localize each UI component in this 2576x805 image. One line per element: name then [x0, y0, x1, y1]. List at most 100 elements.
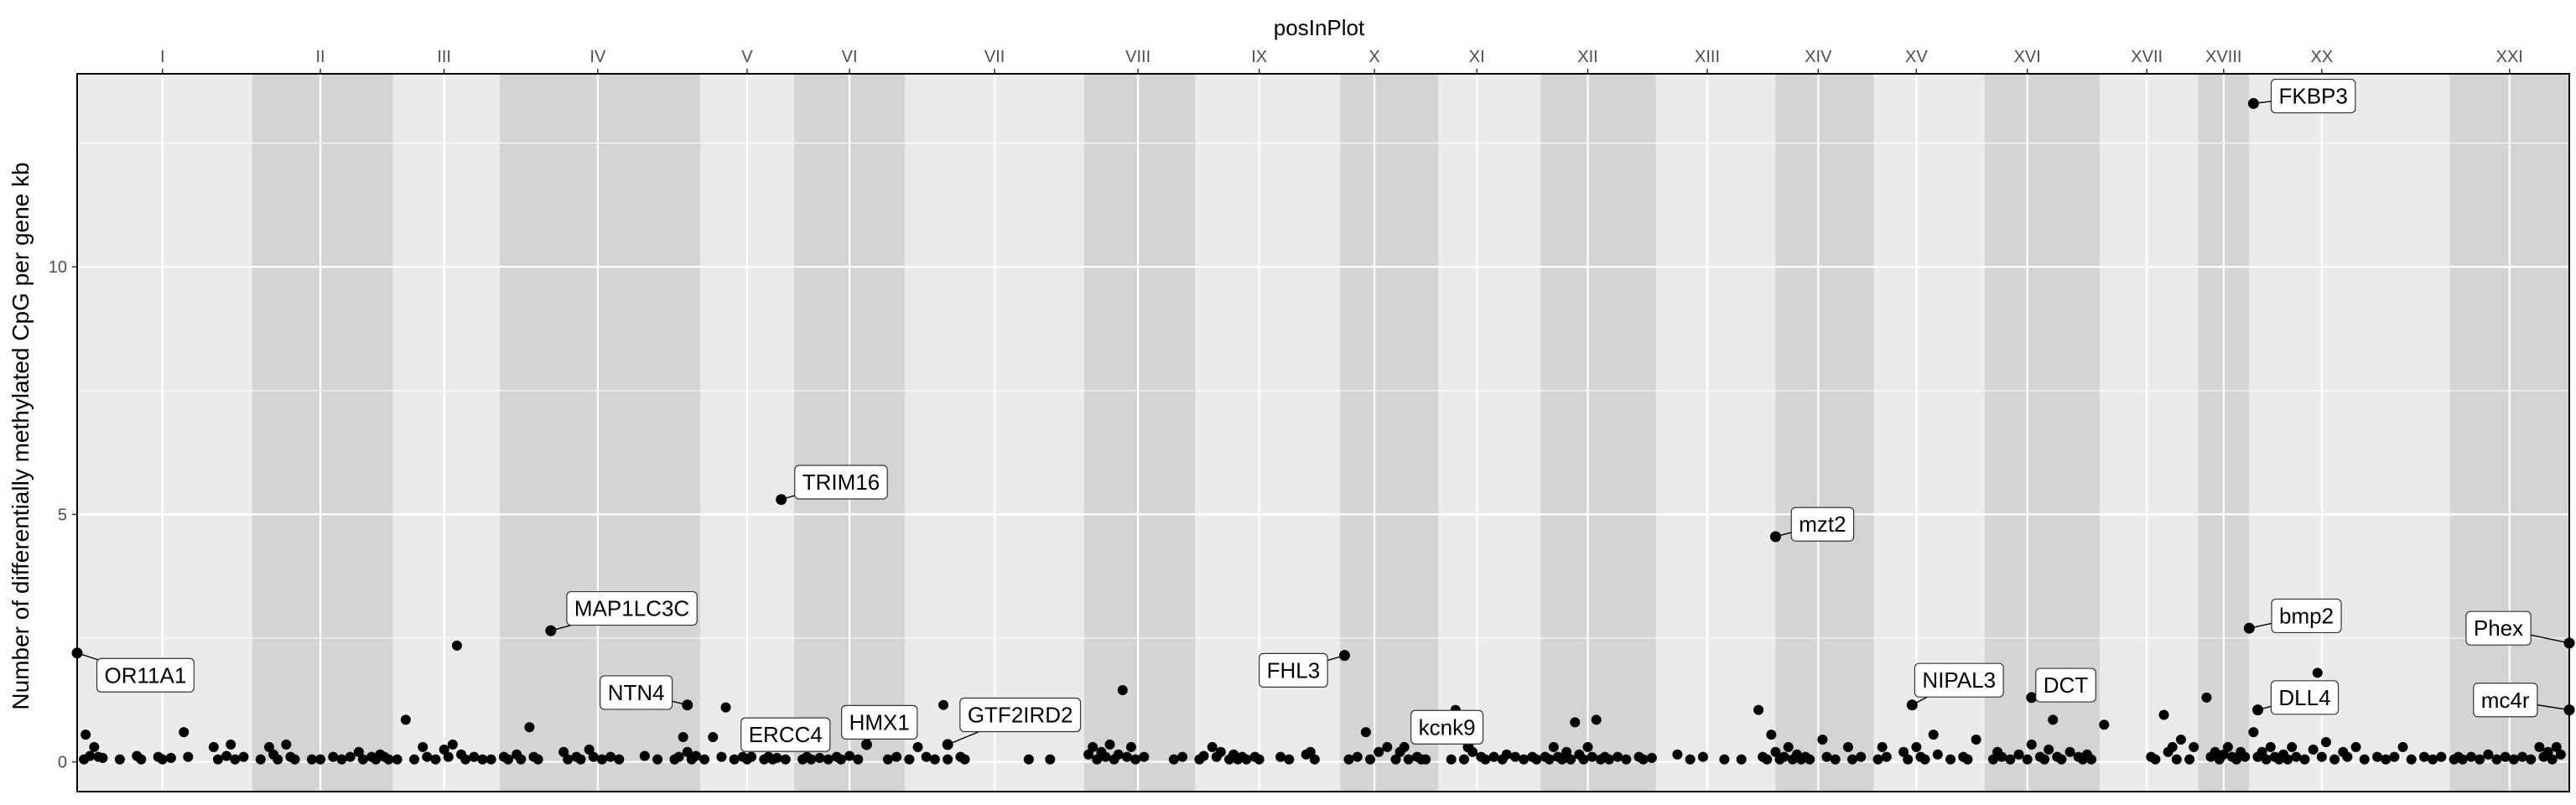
chromosome-band — [2249, 74, 2450, 792]
chromosome-tick-label: III — [437, 48, 451, 66]
data-point — [230, 754, 241, 765]
data-point — [1382, 741, 1393, 752]
data-point — [1962, 754, 1973, 765]
data-point — [2167, 741, 2178, 752]
data-point — [716, 751, 727, 762]
chromosome-band — [1438, 74, 1541, 792]
data-point — [2308, 744, 2319, 755]
data-point — [844, 750, 855, 761]
data-point — [2201, 692, 2212, 703]
data-point — [1591, 714, 1602, 725]
data-point — [1570, 717, 1581, 728]
gene-label: bmp2 — [2249, 598, 2342, 634]
label-box — [2035, 667, 2096, 703]
data-point — [2436, 751, 2447, 762]
data-point — [678, 732, 688, 743]
data-point — [255, 754, 266, 765]
data-point — [1352, 751, 1363, 762]
data-point — [2005, 754, 2016, 765]
gene-label: NTN4 — [600, 675, 688, 710]
data-point — [451, 640, 462, 651]
data-point — [1488, 751, 1499, 762]
data-point — [2457, 754, 2468, 765]
data-point — [1130, 754, 1141, 765]
data-point — [430, 754, 441, 765]
data-point — [114, 754, 125, 765]
chromosome-tick-label: XII — [1577, 48, 1597, 66]
data-point — [1403, 754, 1414, 765]
data-point — [746, 751, 757, 762]
data-point — [226, 739, 236, 750]
data-point — [2342, 751, 2353, 762]
data-point — [2483, 749, 2494, 760]
data-point — [1092, 754, 1103, 765]
data-point — [1305, 746, 1316, 757]
data-point — [1872, 754, 1883, 765]
data-point — [2359, 754, 2370, 765]
label-box — [2271, 598, 2342, 634]
label-box — [600, 675, 673, 710]
data-point — [238, 751, 249, 762]
data-point — [1928, 730, 1939, 740]
data-point — [345, 751, 356, 762]
data-point — [1817, 735, 1828, 745]
data-point — [2026, 739, 2037, 750]
chromosome-band — [1540, 74, 1656, 792]
gene-label-text: NIPAL3 — [1922, 667, 1996, 693]
data-point — [699, 754, 710, 765]
data-point — [1783, 741, 1794, 752]
gene-label-text: bmp2 — [2279, 603, 2334, 628]
data-point — [136, 754, 147, 765]
data-point — [1390, 754, 1401, 765]
gene-label: FHL3 — [1258, 652, 1345, 688]
data-point — [1104, 739, 1115, 750]
data-point — [524, 722, 535, 733]
gene-label-text: mzt2 — [1799, 512, 1846, 537]
data-point — [477, 754, 488, 765]
chromosome-tick-label: VI — [842, 48, 858, 66]
data-point — [306, 754, 317, 765]
data-point — [157, 754, 168, 765]
data-point — [1945, 754, 1956, 765]
data-point — [1510, 751, 1521, 762]
data-point — [814, 752, 825, 763]
data-point — [1932, 749, 1943, 760]
gene-label: FKBP3 — [2253, 78, 2356, 114]
data-point — [1987, 754, 1998, 765]
data-point — [183, 751, 194, 762]
gene-label: GTF2IRD2 — [947, 697, 1082, 745]
data-point — [1480, 754, 1491, 765]
data-point — [1646, 752, 1657, 763]
data-point — [1284, 754, 1295, 765]
data-point — [2517, 751, 2528, 762]
y-tick-label: 0 — [58, 754, 67, 772]
data-point — [1672, 749, 1683, 760]
data-point — [1458, 754, 1469, 765]
data-point — [443, 751, 454, 762]
chromosome-tick-label: XXI — [2496, 48, 2523, 66]
data-point — [1911, 741, 1922, 752]
data-point — [2316, 751, 2327, 762]
data-point — [212, 754, 223, 765]
gene-label-text: DLL4 — [2278, 685, 2330, 710]
y-tick-label: 5 — [58, 506, 67, 524]
data-point — [532, 754, 543, 765]
data-point — [1117, 684, 1128, 695]
data-point — [2491, 754, 2502, 765]
data-point — [1241, 754, 1252, 765]
data-point — [383, 754, 394, 765]
label-box — [1914, 662, 2004, 698]
gene-label-text: HMX1 — [849, 709, 910, 735]
chromosome-tick-label: II — [316, 48, 325, 66]
data-point — [1603, 754, 1614, 765]
data-point — [2022, 754, 2033, 765]
data-point — [2048, 714, 2059, 725]
data-point — [1207, 741, 1218, 752]
y-tick-label: 10 — [49, 258, 67, 277]
data-point — [1275, 751, 1286, 762]
data-point — [2210, 746, 2220, 757]
data-point — [289, 754, 300, 765]
data-point — [2248, 727, 2259, 738]
data-point — [614, 754, 625, 765]
data-point — [673, 751, 684, 762]
